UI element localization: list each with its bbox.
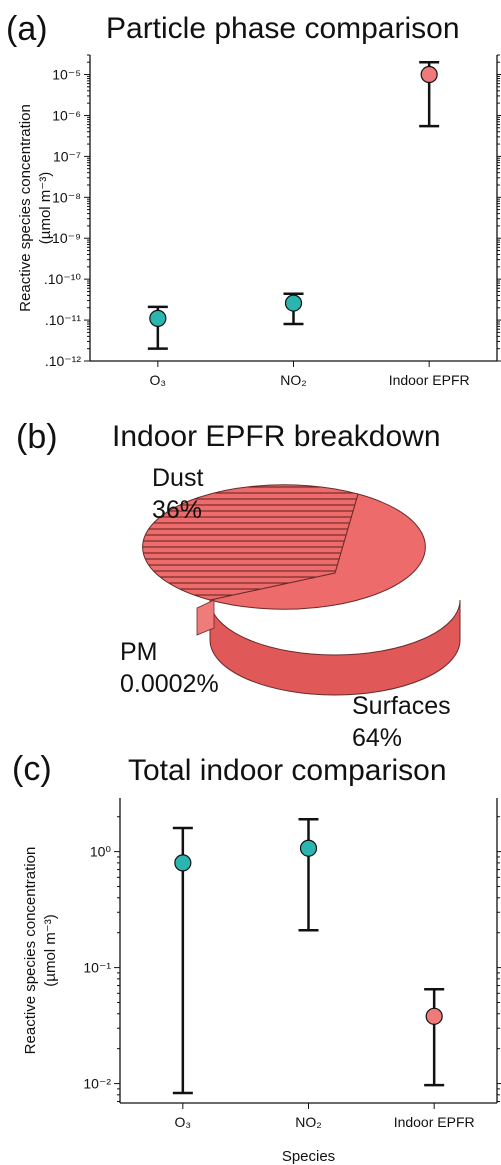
panel-a-letter: (a)	[6, 10, 48, 48]
pie-side	[209, 599, 461, 696]
y-axis-label: Reactive species concentration (µmol m⁻³)	[17, 104, 54, 312]
data-point	[425, 1007, 443, 1025]
y-axis-label-line1: Reactive species concentration	[17, 104, 34, 312]
x-tick-label: NO₂	[295, 1114, 321, 1130]
pie-label-pm-name: PM	[120, 638, 158, 666]
x-tick-label: O₃	[150, 372, 167, 388]
y-tick-label: 10⁻⁹	[52, 230, 81, 246]
x-tick-label: O₃	[175, 1114, 192, 1130]
y-tick-label: 10⁻²	[83, 1076, 111, 1092]
x-tick-label: NO₂	[280, 372, 306, 388]
chart-c-total-indoor: 10⁻² 10⁻¹ 10⁰ Reactive species concentratio…	[22, 798, 501, 1165]
pie-label-pm: PM 0.0002%	[120, 636, 219, 700]
x-axis-label: Species	[282, 1148, 335, 1165]
pie-slice-pm	[196, 599, 215, 636]
pie-label-surfaces: Surfaces 64%	[352, 690, 451, 754]
data-point	[284, 294, 303, 312]
pie-label-surfaces-percent: 64%	[352, 724, 403, 752]
pie-label-dust-percent: 36%	[152, 496, 203, 524]
y-tick-label: .10⁻¹²	[45, 353, 82, 369]
y-tick-label: 10⁻⁶	[52, 107, 81, 123]
panel-c-title: Total indoor comparison	[128, 754, 447, 787]
pie-label-dust: Dust 36%	[152, 462, 203, 526]
pie-label-dust-name: Dust	[152, 464, 204, 492]
pie-slice-dust	[142, 484, 359, 601]
pie-label-pm-percent: 0.0002%	[120, 670, 219, 698]
data-point	[149, 309, 167, 327]
y-tick-label: 10⁻⁵	[52, 67, 81, 83]
data-point	[299, 839, 318, 857]
y-axis-label-line2: (µmol m⁻³)	[42, 914, 59, 986]
panel-b-letter: (b)	[16, 418, 58, 456]
pie-slice-surfaces	[209, 493, 426, 610]
panel-b-title: Indoor EPFR breakdown	[112, 420, 441, 453]
pie-label-surfaces-name: Surfaces	[352, 692, 451, 720]
panel-c-letter: (c)	[12, 750, 52, 788]
y-tick-label: 10⁻⁸	[52, 189, 81, 205]
data-point	[420, 65, 438, 84]
y-tick-label: 10⁻⁷	[53, 148, 81, 164]
y-tick-label: .10⁻¹⁰	[44, 271, 82, 287]
y-tick-label: .10⁻¹¹	[45, 312, 82, 328]
y-axis-label: Reactive species concentration (µmol m⁻³)	[22, 847, 59, 1055]
y-axis-label-line1: Reactive species concentration	[22, 847, 39, 1055]
y-tick-label: 10⁰	[90, 844, 112, 860]
panel-a-title: Particle phase comparison	[106, 12, 460, 45]
data-point	[174, 854, 192, 872]
x-tick-label: Indoor EPFR	[389, 372, 470, 388]
x-tick-label: Indoor EPFR	[394, 1114, 475, 1130]
y-axis-label-line2: (µmol m⁻³)	[37, 172, 54, 244]
y-tick-label: 10⁻¹	[83, 960, 111, 976]
chart-a-particle-phase: .10⁻¹² .10⁻¹¹ .10⁻¹⁰ 10⁻⁹ 10⁻⁸ 10⁻⁷ 10⁻⁶ 10⁻⁵ Re…	[17, 54, 501, 388]
chart-b-pie	[142, 484, 461, 696]
